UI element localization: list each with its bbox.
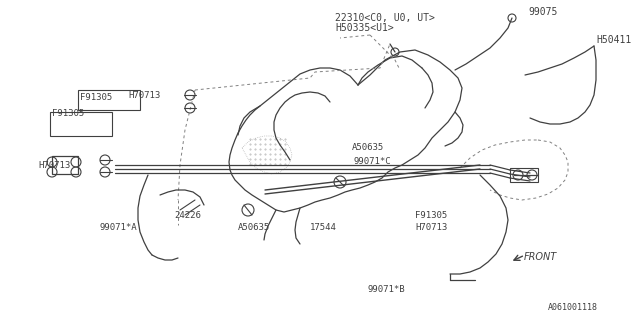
Text: A061001118: A061001118 bbox=[548, 303, 598, 313]
Text: F91305: F91305 bbox=[52, 109, 84, 118]
Text: 22310<C0, U0, UT>: 22310<C0, U0, UT> bbox=[335, 13, 435, 23]
Text: H70713: H70713 bbox=[128, 92, 160, 100]
Bar bbox=[510, 168, 538, 182]
Text: A50635: A50635 bbox=[238, 223, 270, 233]
Text: H70713: H70713 bbox=[38, 161, 70, 170]
Text: F91305: F91305 bbox=[80, 93, 112, 102]
Text: 99075: 99075 bbox=[528, 7, 557, 17]
Text: FRONT: FRONT bbox=[524, 252, 557, 262]
Text: H50411: H50411 bbox=[596, 35, 631, 45]
Bar bbox=[78, 90, 140, 110]
Text: 99071*A: 99071*A bbox=[100, 223, 138, 233]
Text: F91305: F91305 bbox=[415, 211, 447, 220]
Bar bbox=[52, 156, 78, 174]
Text: H70713: H70713 bbox=[415, 222, 447, 231]
Text: A50635: A50635 bbox=[352, 143, 384, 153]
Text: 24226: 24226 bbox=[174, 211, 201, 220]
Text: H50335<U1>: H50335<U1> bbox=[335, 23, 394, 33]
Text: 17544: 17544 bbox=[310, 223, 337, 233]
Text: 99071*C: 99071*C bbox=[354, 157, 392, 166]
Text: 99071*B: 99071*B bbox=[368, 285, 406, 294]
Bar bbox=[50, 112, 112, 136]
